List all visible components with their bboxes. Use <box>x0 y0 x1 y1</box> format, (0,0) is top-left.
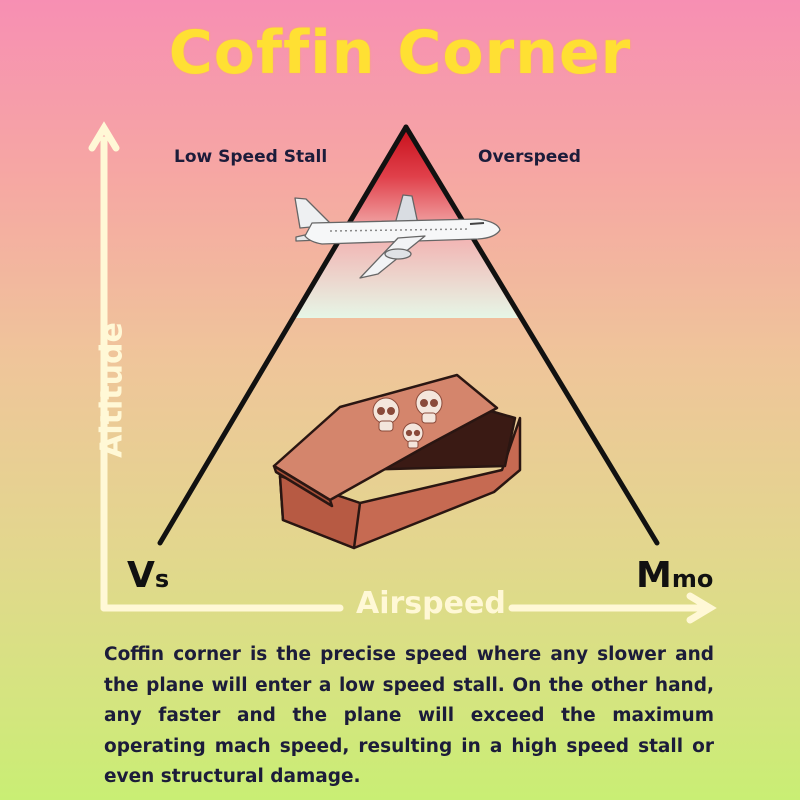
mmo-symbol: M <box>636 555 672 596</box>
low-speed-stall-label: Low Speed Stall <box>174 147 328 167</box>
page-title: Coffin Corner <box>168 18 632 88</box>
max-mach-label: Mmo <box>636 555 713 596</box>
stall-speed-label: Vs <box>127 555 169 596</box>
skull-icon <box>372 397 400 432</box>
mmo-subscript: mo <box>671 565 714 593</box>
coffin-icon <box>272 373 522 550</box>
flight-envelope-triangle <box>157 124 660 546</box>
description-text: Coffin corner is the precise speed where… <box>104 644 714 787</box>
skull-icon <box>402 422 424 449</box>
airplane-icon <box>294 194 501 279</box>
airspeed-axis <box>100 592 717 624</box>
vs-subscript: s <box>154 565 170 593</box>
altitude-axis <box>88 121 120 612</box>
overspeed-label: Overspeed <box>478 147 581 167</box>
altitude-axis-label: Altitude <box>94 322 130 458</box>
airspeed-axis-label: Airspeed <box>356 586 506 621</box>
vs-symbol: V <box>127 555 155 596</box>
skull-icon <box>415 389 443 424</box>
